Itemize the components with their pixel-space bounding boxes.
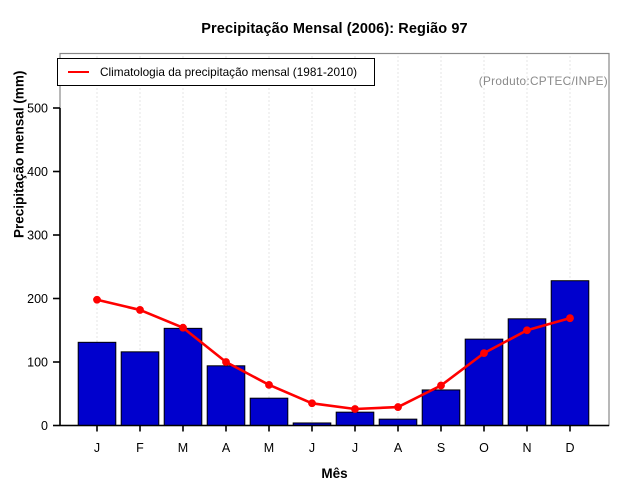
y-tick-label: 300: [27, 229, 48, 243]
climatology-point-9: [437, 381, 445, 390]
bar-month-12: [550, 280, 590, 426]
bar-month-7: [335, 411, 375, 427]
x-tick-label: A: [394, 441, 403, 455]
bar-month-11: [507, 318, 547, 427]
bar-month-5: [249, 397, 289, 427]
y-tick-label: 400: [27, 165, 48, 179]
y-tick-label: 500: [27, 102, 48, 116]
bar-month-4: [206, 365, 246, 426]
x-tick-label: S: [437, 441, 445, 455]
bar-month-3: [163, 327, 203, 426]
bar-month-8: [378, 418, 418, 426]
climatology-point-12: [566, 314, 574, 323]
y-tick-label: 0: [41, 419, 48, 433]
climatology-point-5: [265, 380, 273, 389]
x-tick-label: N: [522, 441, 531, 455]
climatology-point-1: [93, 295, 101, 304]
climatology-point-8: [394, 403, 402, 411]
produto-annotation: (Produto:CPTEC/INPE): [478, 74, 608, 88]
climatology-line: [95, 298, 572, 411]
y-tick-label: 200: [27, 292, 48, 306]
x-tick-label: J: [94, 441, 100, 455]
y-tick-label: 100: [27, 356, 48, 370]
bar-month-9: [421, 389, 461, 427]
legend-line-swatch: [68, 71, 89, 73]
climatology-point-2: [136, 306, 144, 314]
climatology-point-11: [523, 326, 531, 335]
x-tick-label: O: [479, 441, 489, 455]
bar-month-1: [77, 341, 117, 426]
x-tick-label: J: [352, 441, 358, 455]
climatology-point-10: [480, 349, 488, 358]
x-tick-label: D: [565, 441, 574, 455]
bar-month-2: [120, 351, 160, 426]
x-tick-label: J: [309, 441, 315, 455]
x-tick-label: A: [222, 441, 231, 455]
x-tick-label: F: [136, 441, 144, 455]
climatology-point-7: [351, 405, 359, 413]
climatology-point-4: [222, 358, 230, 366]
x-tick-label: M: [264, 441, 274, 455]
x-tick-label: M: [178, 441, 188, 455]
legend-label: Climatologia da precipitação mensal (198…: [100, 65, 358, 79]
climatology-point-3: [179, 323, 187, 332]
chart-title: Precipitação Mensal (2006): Região 97: [201, 21, 468, 37]
x-axis-label: Mês: [321, 466, 348, 481]
climatology-point-6: [308, 399, 316, 408]
legend-box: Climatologia da precipitação mensal (198…: [57, 58, 375, 86]
